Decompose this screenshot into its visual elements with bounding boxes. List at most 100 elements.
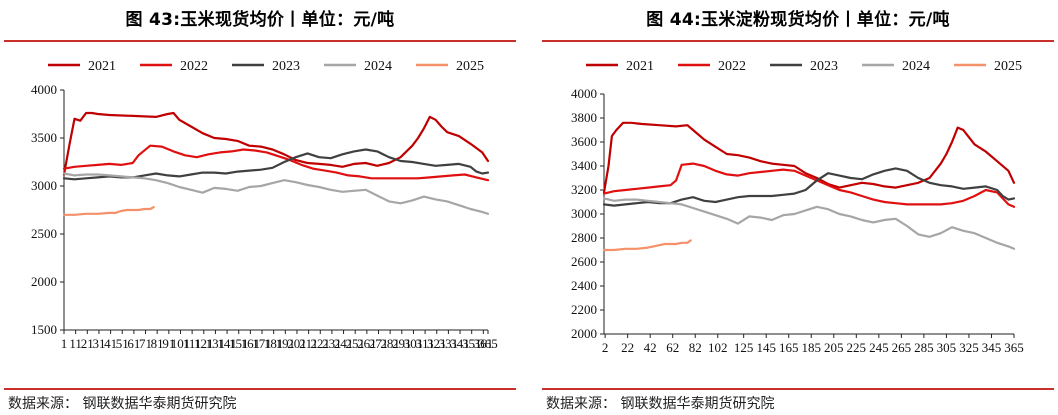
x-tick-label: 361 xyxy=(474,336,494,351)
x-tick-label: 251 xyxy=(345,336,365,351)
series-line-2024 xyxy=(602,197,1016,250)
x-tick-label: 82 xyxy=(689,340,702,355)
x-tick-label: 365 xyxy=(478,336,498,351)
y-tick-label: 2500 xyxy=(31,226,57,241)
x-tick-label: 101 xyxy=(171,336,191,351)
y-tick-label: 3500 xyxy=(31,130,57,145)
x-tick-label: 345 xyxy=(982,340,1002,355)
legend-label-2022: 2022 xyxy=(718,59,746,74)
chart-panel-corn-price: 图 43:玉米现货均价丨单位：元/吨 2021 2022 2023 2024 2025 1… xyxy=(0,0,520,415)
x-tick-label: 321 xyxy=(427,336,447,351)
y-tick-label: 2600 xyxy=(571,254,597,269)
x-tick-label: 81 xyxy=(151,336,164,351)
legend-label-2024: 2024 xyxy=(902,59,930,74)
x-tick-label: 11 xyxy=(69,336,82,351)
series-line-2023 xyxy=(602,167,1016,207)
legend-label-2025: 2025 xyxy=(456,59,484,74)
x-tick-label: 325 xyxy=(959,340,979,355)
y-tick-label: 1500 xyxy=(31,322,57,337)
x-tick-label: 261 xyxy=(357,336,377,351)
x-tick-label: 41 xyxy=(104,336,117,351)
series-line-2025 xyxy=(62,206,155,216)
x-tick-label: 181 xyxy=(264,336,284,351)
chart-title: 图 44:玉米淀粉现货均价丨单位：元/吨 xyxy=(646,10,950,30)
y-tick-label: 2000 xyxy=(31,274,57,289)
x-tick-label: 2 xyxy=(602,340,609,355)
x-tick-label: 341 xyxy=(450,336,470,351)
x-tick-label: 231 xyxy=(322,336,342,351)
series-line-2022 xyxy=(62,144,490,182)
x-tick-label: 31 xyxy=(92,336,105,351)
x-tick-label: 171 xyxy=(252,336,272,351)
series-line-2021 xyxy=(602,121,1016,194)
x-tick-label: 161 xyxy=(241,336,261,351)
y-tick-label: 4000 xyxy=(31,82,57,97)
y-tick-label: 3000 xyxy=(31,178,57,193)
x-tick-label: 191 xyxy=(276,336,296,351)
title-divider xyxy=(542,40,1054,42)
series-line-2022 xyxy=(602,162,1016,208)
legend-label-2025: 2025 xyxy=(994,59,1022,74)
x-tick-label: 145 xyxy=(756,340,776,355)
source-divider xyxy=(542,388,1054,390)
legend-label-2023: 2023 xyxy=(272,59,300,74)
chart-title: 图 43:玉米现货均价丨单位：元/吨 xyxy=(125,10,395,30)
x-tick-label: 125 xyxy=(734,340,754,355)
x-tick-label: 225 xyxy=(847,340,867,355)
x-tick-label: 71 xyxy=(139,336,152,351)
corn-starch-price-line-chart: 2021 2022 2023 2024 2025 2000 2200 2400 2600 2800… xyxy=(571,59,1024,355)
x-tick-label: 305 xyxy=(937,340,957,355)
x-tick-label: 111 xyxy=(183,336,202,351)
x-tick-label: 245 xyxy=(869,340,889,355)
x-tick-label: 121 xyxy=(194,336,214,351)
y-tick-label: 3400 xyxy=(571,158,597,173)
chart-panel-corn-starch-price: 图 44:玉米淀粉现货均价丨单位：元/吨 2021 2022 2023 2024 202… xyxy=(538,0,1058,415)
x-tick-label: 201 xyxy=(287,336,307,351)
source-note: 数据来源： 钢联数据华泰期货研究院 xyxy=(546,396,775,412)
x-tick-label: 205 xyxy=(824,340,844,355)
series-line-2025 xyxy=(602,239,692,252)
x-tick-label: 221 xyxy=(311,336,331,351)
x-tick-label: 1 xyxy=(61,336,68,351)
y-tick-label: 2200 xyxy=(571,302,597,317)
x-tick-label: 91 xyxy=(162,336,175,351)
x-tick-label: 211 xyxy=(299,336,318,351)
y-tick-label: 3800 xyxy=(571,110,597,125)
x-tick-label: 22 xyxy=(621,340,634,355)
x-tick-label: 165 xyxy=(779,340,799,355)
x-tick-label: 265 xyxy=(892,340,912,355)
series-line-2021 xyxy=(62,111,490,176)
y-tick-label: 3600 xyxy=(571,134,597,149)
x-tick-label: 21 xyxy=(81,336,94,351)
x-tick-label: 62 xyxy=(666,340,679,355)
x-tick-label: 141 xyxy=(217,336,237,351)
legend-label-2024: 2024 xyxy=(364,59,392,74)
x-tick-label: 271 xyxy=(369,336,389,351)
x-tick-label: 285 xyxy=(914,340,934,355)
x-tick-label: 131 xyxy=(206,336,226,351)
series-line-2024 xyxy=(62,172,490,215)
legend-label-2023: 2023 xyxy=(810,59,838,74)
x-tick-label: 51 xyxy=(116,336,129,351)
x-tick-label: 102 xyxy=(708,340,728,355)
x-tick-label: 311 xyxy=(416,336,435,351)
source-note: 数据来源： 钢联数据华泰期货研究院 xyxy=(8,396,237,412)
x-tick-label: 185 xyxy=(802,340,822,355)
y-tick-label: 2400 xyxy=(571,278,597,293)
x-tick-label: 365 xyxy=(1004,340,1024,355)
y-tick-label: 2800 xyxy=(571,230,597,245)
x-tick-label: 351 xyxy=(462,336,482,351)
source-divider xyxy=(4,388,516,390)
x-tick-label: 241 xyxy=(334,336,354,351)
y-tick-label: 4000 xyxy=(571,86,597,101)
x-tick-label: 291 xyxy=(392,336,412,351)
y-tick-label: 3200 xyxy=(571,182,597,197)
legend-label-2021: 2021 xyxy=(626,59,654,74)
x-tick-label: 61 xyxy=(127,336,140,351)
corn-price-line-chart: 2021 2022 2023 2024 2025 1500 2000 2500 3000 3500… xyxy=(31,59,498,351)
legend-label-2021: 2021 xyxy=(88,59,116,74)
x-tick-label: 281 xyxy=(380,336,400,351)
x-tick-label: 301 xyxy=(404,336,424,351)
legend-label-2022: 2022 xyxy=(180,59,208,74)
x-tick-label: 331 xyxy=(439,336,459,351)
